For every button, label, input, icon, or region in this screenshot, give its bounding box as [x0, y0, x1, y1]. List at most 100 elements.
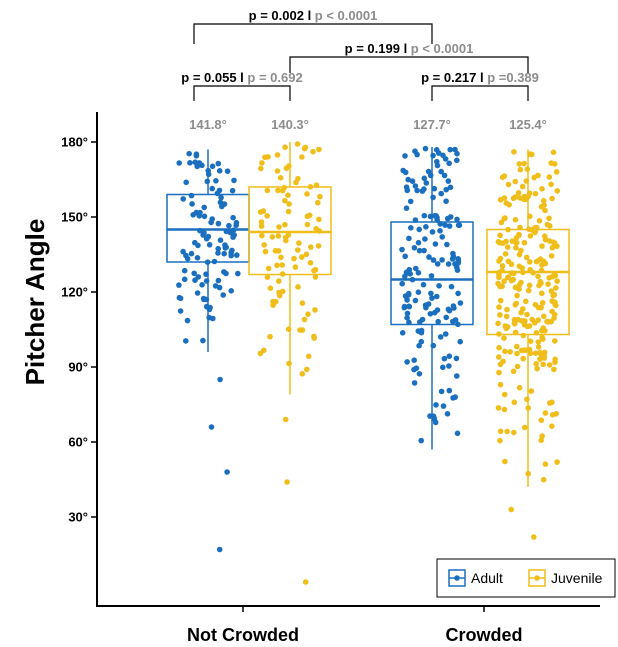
data-point	[257, 350, 264, 357]
data-point	[501, 391, 508, 398]
data-point	[537, 351, 544, 357]
data-point	[201, 204, 207, 211]
data-point	[301, 145, 308, 152]
data-point	[430, 257, 437, 263]
data-point	[446, 353, 453, 360]
data-point	[447, 184, 454, 191]
data-point	[265, 265, 272, 272]
data-point	[299, 300, 306, 306]
data-point	[406, 235, 412, 242]
data-point	[502, 348, 508, 355]
data-point	[215, 250, 221, 256]
data-point	[304, 191, 310, 197]
p-value-juvenile: p =0.389	[487, 70, 539, 85]
data-point	[546, 174, 553, 180]
legend: Adult Juvenile	[436, 558, 616, 598]
data-point	[270, 302, 276, 308]
comparison-bracket	[431, 85, 529, 101]
data-point	[506, 202, 512, 208]
comparison-bracket	[193, 23, 433, 44]
data-point	[176, 282, 182, 288]
data-point	[516, 251, 523, 258]
data-point	[286, 201, 292, 207]
data-point	[212, 283, 219, 289]
data-point	[514, 343, 520, 350]
median-label: 141.8°	[189, 117, 227, 132]
data-point	[551, 291, 558, 298]
data-point	[308, 244, 314, 250]
data-point	[403, 184, 410, 190]
data-point	[286, 360, 292, 367]
data-point	[539, 186, 545, 192]
data-point	[296, 240, 302, 246]
data-point	[549, 195, 555, 202]
data-point	[441, 355, 448, 362]
data-point	[228, 288, 234, 294]
data-point	[291, 255, 297, 262]
data-point	[258, 223, 265, 229]
data-point	[292, 264, 299, 270]
data-point	[538, 417, 545, 424]
data-point	[195, 242, 201, 249]
data-point	[541, 313, 547, 320]
data-point	[514, 292, 520, 299]
data-point	[258, 219, 265, 225]
data-point	[510, 368, 517, 375]
data-point	[536, 218, 543, 224]
data-point	[183, 338, 189, 344]
data-point	[429, 229, 436, 235]
data-point	[535, 317, 541, 323]
outlier-point	[217, 376, 223, 383]
p-value-adult: p = 0.199 l	[345, 41, 411, 56]
data-point	[411, 357, 418, 364]
legend-key-dot	[534, 575, 540, 581]
data-point	[405, 176, 412, 183]
data-point	[274, 152, 281, 158]
data-point	[304, 221, 311, 228]
data-point	[274, 262, 280, 269]
data-point	[455, 258, 462, 264]
data-point	[193, 151, 200, 157]
data-point	[305, 353, 312, 360]
data-point	[546, 215, 552, 222]
comparison-bracket	[193, 85, 291, 101]
data-point	[416, 247, 423, 254]
data-point	[404, 315, 410, 321]
data-point	[181, 276, 188, 283]
data-point	[415, 270, 422, 276]
data-point	[535, 344, 542, 350]
data-point	[443, 186, 450, 193]
data-point	[286, 163, 292, 169]
data-point	[275, 233, 282, 239]
data-point	[518, 279, 524, 286]
jitter-points	[176, 141, 561, 585]
data-point	[418, 437, 425, 444]
outlier-point	[282, 416, 289, 423]
data-point	[549, 244, 556, 251]
data-point	[439, 234, 446, 240]
data-point	[414, 151, 420, 158]
data-point	[542, 410, 549, 416]
data-point	[524, 396, 530, 403]
data-point	[550, 239, 557, 245]
data-point	[531, 174, 537, 181]
data-point	[496, 369, 502, 376]
outlier-point	[531, 534, 537, 540]
data-point	[520, 355, 526, 362]
data-point	[311, 267, 317, 274]
legend-label: Adult	[471, 570, 503, 586]
data-point	[455, 222, 462, 228]
data-point	[539, 290, 545, 297]
data-point	[189, 201, 195, 207]
data-point	[440, 364, 446, 371]
data-point	[277, 175, 284, 181]
data-point	[508, 277, 515, 284]
data-point	[496, 304, 502, 310]
data-point	[276, 292, 283, 299]
data-point	[516, 232, 522, 238]
data-point	[267, 333, 273, 340]
data-point	[495, 280, 501, 287]
data-point	[554, 459, 560, 465]
data-point	[399, 280, 406, 287]
data-point	[402, 153, 408, 159]
